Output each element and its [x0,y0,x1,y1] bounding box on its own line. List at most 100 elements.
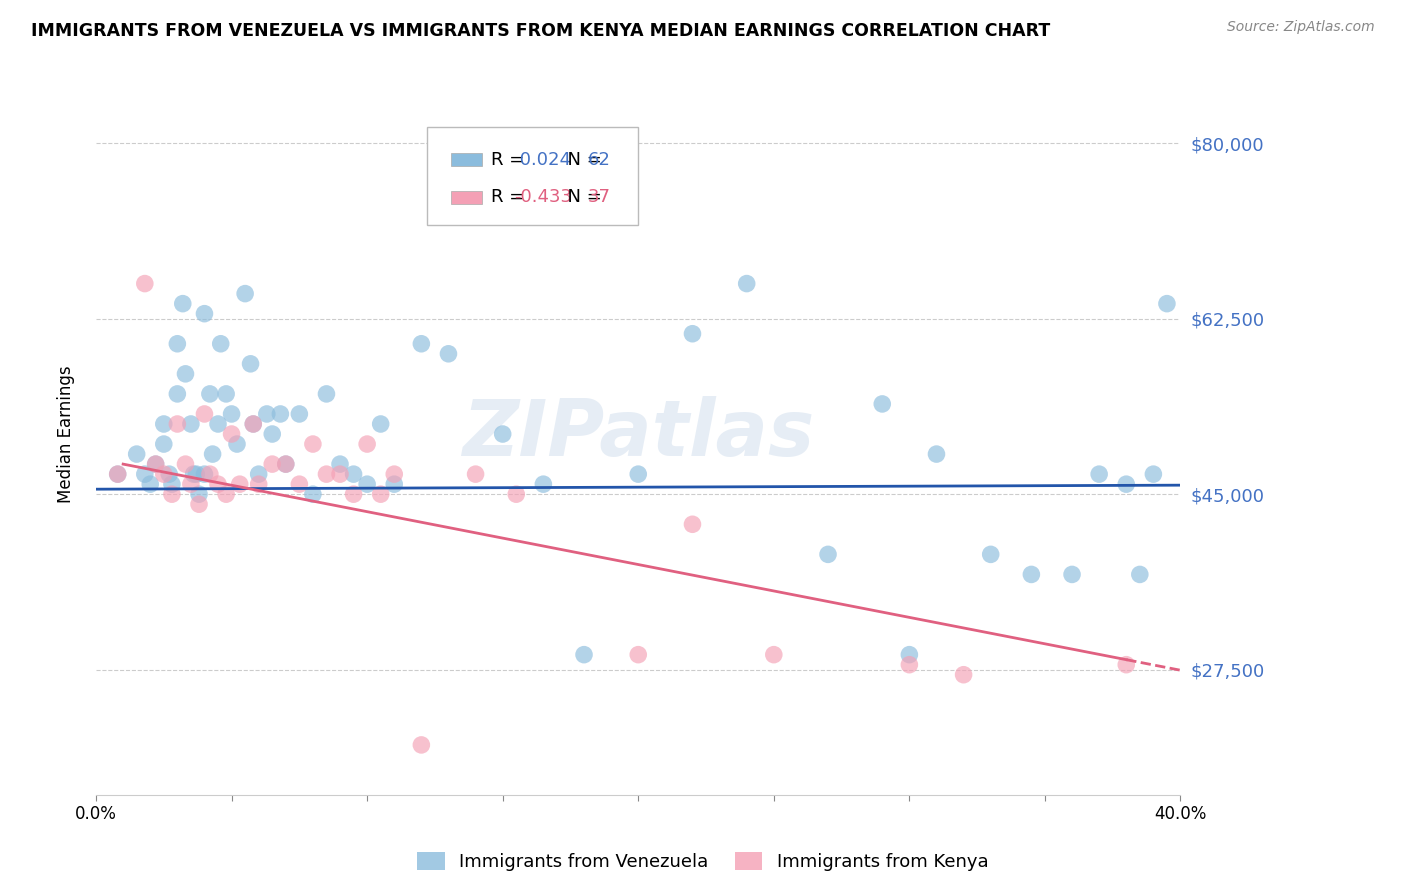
Point [274,457,297,471]
Point [188,487,211,501]
Point [464,467,486,482]
FancyBboxPatch shape [427,128,638,225]
Point [174,367,197,381]
Point [145,457,167,471]
Point [183,467,205,482]
Point [186,467,208,482]
Point [166,336,188,351]
Point [898,657,921,672]
Point [1088,467,1111,482]
Point [269,407,291,421]
Point [1021,567,1043,582]
Point [193,467,215,482]
Text: -0.433: -0.433 [515,188,572,206]
Point [315,467,337,482]
Text: N =: N = [555,151,607,169]
Point [188,497,211,511]
Point [198,467,221,482]
Point [207,477,229,491]
Point [329,457,352,471]
Y-axis label: Median Earnings: Median Earnings [58,365,75,503]
Point [215,387,238,401]
Point [925,447,948,461]
Point [870,397,893,411]
Point [145,457,167,471]
Point [256,407,278,421]
Point [762,648,785,662]
Point [174,457,197,471]
Point [382,467,405,482]
Legend: Immigrants from Venezuela, Immigrants from Kenya: Immigrants from Venezuela, Immigrants fr… [411,845,995,879]
Point [160,487,183,501]
Text: IMMIGRANTS FROM VENEZUELA VS IMMIGRANTS FROM KENYA MEDIAN EARNINGS CORRELATION C: IMMIGRANTS FROM VENEZUELA VS IMMIGRANTS … [31,22,1050,40]
Point [302,487,325,501]
Point [1156,296,1178,310]
Point [209,336,232,351]
Point [233,286,256,301]
Point [1060,567,1083,582]
Point [166,417,188,431]
Point [221,427,243,442]
Point [134,467,156,482]
Point [370,487,392,501]
Text: 62: 62 [588,151,612,169]
Point [193,407,215,421]
Point [201,447,224,461]
Point [152,437,174,451]
Point [139,477,162,491]
Point [166,387,188,401]
Point [180,477,202,491]
Text: R =: R = [491,151,530,169]
Point [247,467,270,482]
Point [274,457,297,471]
Point [152,467,174,482]
Point [228,477,250,491]
Point [242,417,264,431]
Point [682,326,704,341]
Point [262,427,284,442]
Point [221,407,243,421]
Point [198,387,221,401]
Point [134,277,156,291]
Point [107,467,129,482]
Point [180,417,202,431]
Point [627,467,650,482]
Point [572,648,595,662]
Point [682,517,704,532]
Point [315,387,337,401]
Point [262,457,284,471]
Point [226,437,249,451]
Point [1115,657,1137,672]
FancyBboxPatch shape [451,191,482,203]
Point [288,407,311,421]
Point [215,487,238,501]
Point [437,347,460,361]
Point [531,477,554,491]
Text: Source: ZipAtlas.com: Source: ZipAtlas.com [1227,20,1375,34]
Point [505,487,527,501]
Text: 0.024: 0.024 [515,151,571,169]
Point [356,477,378,491]
Point [239,357,262,371]
Point [157,467,180,482]
Point [288,477,311,491]
Point [107,467,129,482]
Point [1115,477,1137,491]
Text: 37: 37 [588,188,612,206]
Point [898,648,921,662]
Text: N =: N = [555,188,607,206]
Point [952,667,974,681]
Point [342,487,364,501]
Point [1142,467,1164,482]
FancyBboxPatch shape [451,153,482,166]
Point [242,417,264,431]
Point [125,447,148,461]
Point [411,336,433,351]
Point [411,738,433,752]
Point [492,427,515,442]
Point [329,467,352,482]
Point [627,648,650,662]
Point [356,437,378,451]
Text: R =: R = [491,188,530,206]
Point [160,477,183,491]
